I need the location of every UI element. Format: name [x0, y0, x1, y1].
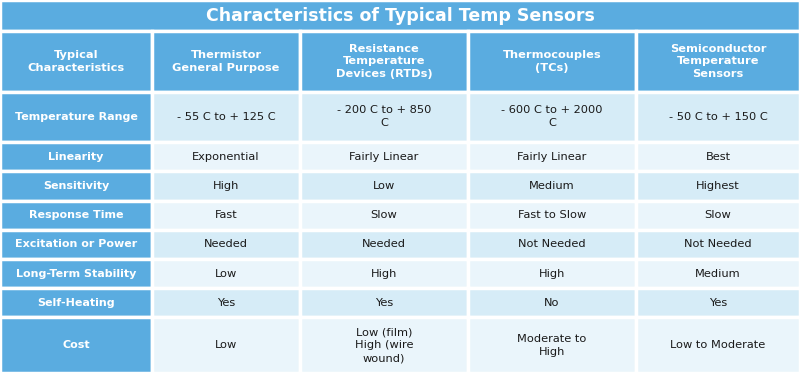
Bar	[300, 230, 468, 259]
Text: Needed: Needed	[204, 239, 248, 250]
Text: Typical
Characteristics: Typical Characteristics	[27, 50, 125, 73]
Text: Moderate to
High: Moderate to High	[518, 334, 586, 357]
Bar	[636, 317, 800, 373]
Bar	[468, 288, 636, 317]
Text: High: High	[371, 269, 397, 279]
Text: Semiconductor
Temperature
Sensors: Semiconductor Temperature Sensors	[670, 44, 766, 79]
Bar	[300, 201, 468, 230]
Text: Not Needed: Not Needed	[518, 239, 586, 250]
Text: Low: Low	[215, 269, 237, 279]
Text: - 50 C to + 150 C: - 50 C to + 150 C	[669, 112, 767, 122]
Text: Characteristics of Typical Temp Sensors: Characteristics of Typical Temp Sensors	[206, 7, 594, 25]
Text: Yes: Yes	[709, 298, 727, 308]
Text: Thermocouples
(TCs): Thermocouples (TCs)	[502, 50, 602, 73]
Bar	[300, 317, 468, 373]
Text: Long-Term Stability: Long-Term Stability	[16, 269, 136, 279]
Text: Temperature Range: Temperature Range	[14, 112, 138, 122]
Text: Fast to Slow: Fast to Slow	[518, 210, 586, 220]
Bar	[468, 201, 636, 230]
Bar	[152, 259, 300, 288]
Bar	[300, 259, 468, 288]
Bar	[300, 142, 468, 172]
Bar	[0, 317, 152, 373]
Text: Slow: Slow	[370, 210, 398, 220]
Text: Best: Best	[706, 152, 730, 162]
Bar	[636, 142, 800, 172]
Bar	[636, 31, 800, 91]
Bar	[636, 259, 800, 288]
Bar	[152, 230, 300, 259]
Text: No: No	[544, 298, 560, 308]
Bar	[0, 288, 152, 317]
Bar	[468, 230, 636, 259]
Bar	[636, 91, 800, 142]
Text: Self-Heating: Self-Heating	[37, 298, 115, 308]
Bar	[0, 201, 152, 230]
Bar	[300, 31, 468, 91]
Bar	[468, 142, 636, 172]
Bar	[300, 172, 468, 201]
Bar	[0, 0, 800, 31]
Bar	[152, 31, 300, 91]
Bar	[0, 259, 152, 288]
Bar	[468, 172, 636, 201]
Bar	[636, 172, 800, 201]
Text: Linearity: Linearity	[48, 152, 104, 162]
Bar	[300, 288, 468, 317]
Text: Highest: Highest	[696, 181, 740, 191]
Bar	[0, 142, 152, 172]
Text: High: High	[539, 269, 565, 279]
Text: High: High	[213, 181, 239, 191]
Text: Sensitivity: Sensitivity	[43, 181, 109, 191]
Text: - 200 C to + 850
C: - 200 C to + 850 C	[337, 106, 431, 128]
Text: Fairly Linear: Fairly Linear	[518, 152, 586, 162]
Bar	[468, 31, 636, 91]
Text: Not Needed: Not Needed	[684, 239, 752, 250]
Bar	[0, 91, 152, 142]
Bar	[152, 142, 300, 172]
Bar	[0, 172, 152, 201]
Bar	[152, 201, 300, 230]
Text: Low: Low	[215, 340, 237, 350]
Text: Low to Moderate: Low to Moderate	[670, 340, 766, 350]
Bar	[636, 230, 800, 259]
Text: Fairly Linear: Fairly Linear	[350, 152, 418, 162]
Bar	[468, 259, 636, 288]
Text: Low (film)
High (wire
wound): Low (film) High (wire wound)	[354, 327, 414, 363]
Text: Low: Low	[373, 181, 395, 191]
Bar	[636, 288, 800, 317]
Text: Excitation or Power: Excitation or Power	[15, 239, 137, 250]
Text: - 600 C to + 2000
C: - 600 C to + 2000 C	[502, 106, 602, 128]
Bar	[152, 172, 300, 201]
Text: Medium: Medium	[695, 269, 741, 279]
Text: Response Time: Response Time	[29, 210, 123, 220]
Text: Fast: Fast	[214, 210, 238, 220]
Text: Slow: Slow	[705, 210, 731, 220]
Bar	[300, 91, 468, 142]
Bar	[152, 317, 300, 373]
Bar	[0, 31, 152, 91]
Text: Resistance
Temperature
Devices (RTDs): Resistance Temperature Devices (RTDs)	[336, 44, 432, 79]
Text: Exponential: Exponential	[192, 152, 260, 162]
Bar	[152, 288, 300, 317]
Bar	[468, 91, 636, 142]
Bar	[468, 317, 636, 373]
Text: Medium: Medium	[529, 181, 575, 191]
Text: Yes: Yes	[375, 298, 393, 308]
Text: Needed: Needed	[362, 239, 406, 250]
Text: - 55 C to + 125 C: - 55 C to + 125 C	[177, 112, 275, 122]
Text: Thermistor
General Purpose: Thermistor General Purpose	[172, 50, 280, 73]
Text: Cost: Cost	[62, 340, 90, 350]
Text: Yes: Yes	[217, 298, 235, 308]
Bar	[152, 91, 300, 142]
Bar	[636, 201, 800, 230]
Bar	[0, 230, 152, 259]
